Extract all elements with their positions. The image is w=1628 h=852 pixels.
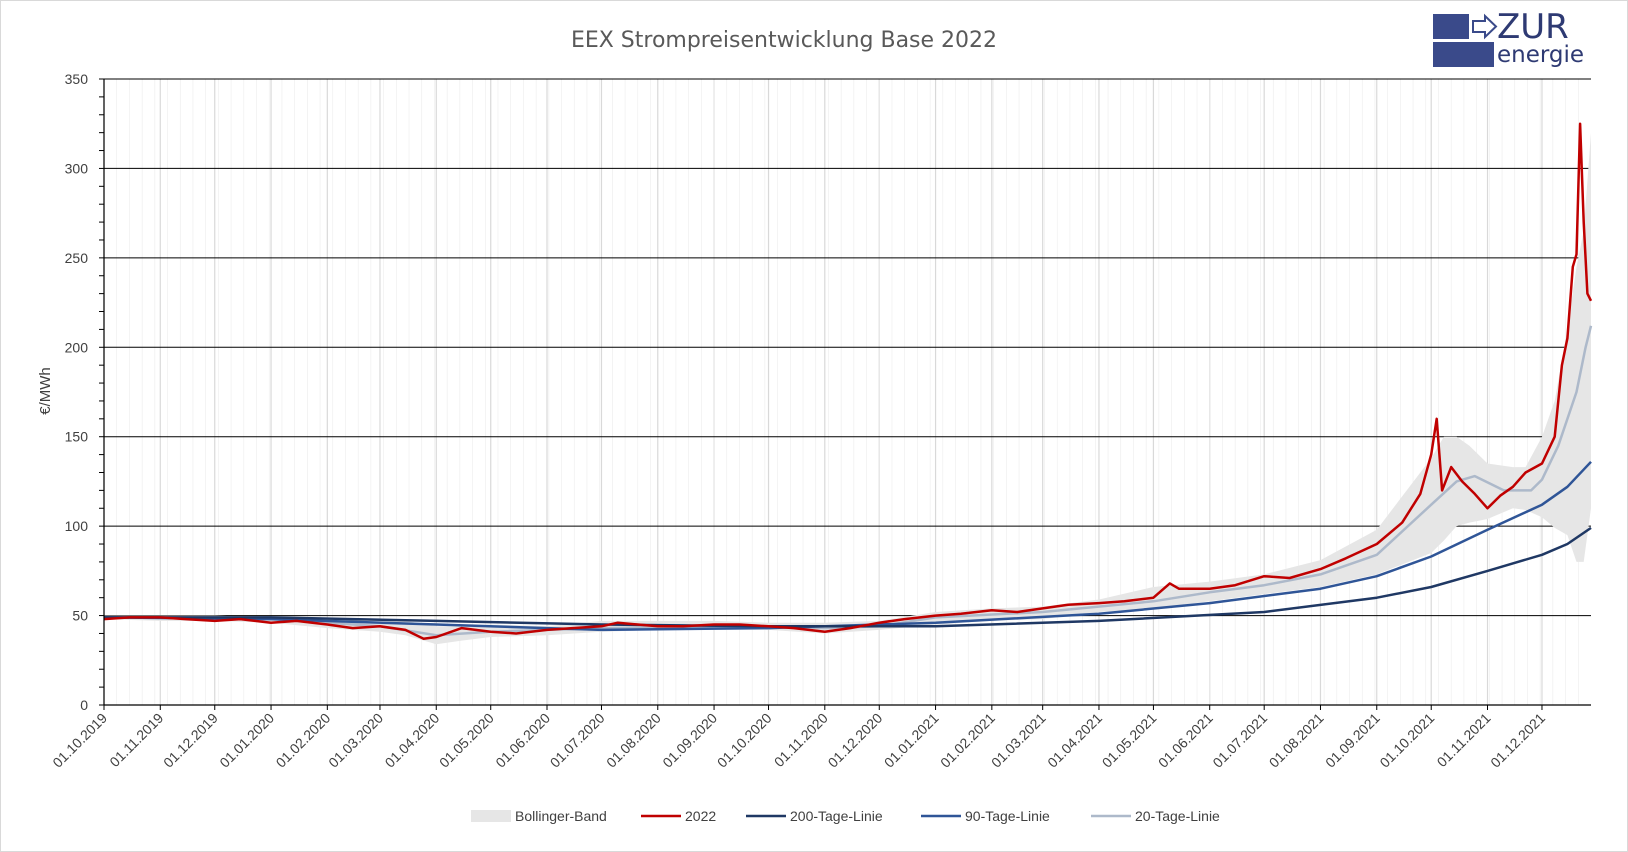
chart-title: EEX Strompreisentwicklung Base 2022	[571, 28, 997, 53]
y-tick-label: 200	[65, 339, 89, 355]
x-tick-label: 01.10.2019	[49, 710, 110, 771]
x-tick-label: 01.07.2021	[1209, 710, 1270, 771]
logo-block-bottom	[1433, 42, 1494, 67]
y-tick-label: 0	[80, 697, 88, 713]
arrow-icon	[1472, 13, 1498, 40]
legend-swatch	[471, 810, 511, 822]
x-tick-label: 01.08.2020	[603, 710, 664, 771]
y-tick-label: 150	[65, 429, 89, 445]
legend-item-90-tage-linie: 90-Tage-Linie	[921, 808, 1050, 824]
legend-item-2022: 2022	[641, 808, 716, 824]
x-tick-label: 01.04.2020	[382, 710, 443, 771]
x-tick-label: 01.03.2020	[325, 710, 386, 771]
legend-label: 200-Tage-Linie	[790, 808, 883, 824]
horizontal-grid	[104, 78, 1591, 617]
legend-item-20-tage-linie: 20-Tage-Linie	[1091, 808, 1220, 824]
series-line-2022	[103, 122, 1593, 641]
y-axis-label: €/MWh	[37, 367, 54, 415]
x-tick-label: 01.12.2021	[1487, 710, 1548, 771]
y-tick-label: 100	[65, 518, 89, 534]
series-line-200-tage-linie	[104, 526, 1592, 628]
x-tick-label: 01.06.2021	[1155, 710, 1216, 771]
x-tick-label: 01.05.2020	[436, 710, 497, 771]
series-layer	[103, 122, 1593, 641]
legend-item-bollinger-band: Bollinger-Band	[471, 808, 607, 824]
vertical-grid	[103, 79, 1579, 705]
logo-block-top	[1433, 14, 1469, 39]
y-tick-label: 50	[72, 608, 88, 624]
legend-label: 2022	[685, 808, 716, 824]
y-tick-label: 300	[65, 160, 89, 176]
legend-label: 90-Tage-Linie	[965, 808, 1050, 824]
x-tick-label: 01.02.2020	[273, 710, 334, 771]
x-tick-label: 01.07.2020	[547, 710, 608, 771]
x-tick-label: 01.12.2019	[160, 710, 221, 771]
x-tick-label: 01.01.2021	[881, 710, 942, 771]
chart-legend: Bollinger-Band 2022 200-Tage-Linie 90-Tage-…	[471, 808, 1220, 824]
series-line-20-tage-linie	[103, 325, 1593, 637]
x-tick-label: 01.09.2021	[1322, 710, 1383, 771]
logo-word-bottom: energie	[1497, 42, 1584, 68]
x-tick-label: 01.05.2021	[1099, 710, 1160, 771]
x-tick-label: 01.11.2020	[771, 710, 831, 770]
y-tick-label: 250	[65, 250, 89, 266]
x-tick-label: 01.09.2020	[659, 710, 720, 771]
axes-layer	[99, 78, 1591, 710]
legend-label: 20-Tage-Linie	[1135, 808, 1220, 824]
x-tick-label: 01.06.2020	[492, 710, 553, 771]
x-tick-label: 01.11.2019	[106, 710, 166, 770]
series-line-90-tage-linie	[103, 460, 1592, 632]
legend-item-200-tage-linie: 200-Tage-Linie	[746, 808, 883, 824]
x-tick-labels: 01.10.201901.11.201901.12.201901.01.2020…	[49, 710, 1548, 771]
logo-word-top: ZUR	[1497, 7, 1569, 47]
y-tick-label: 350	[65, 71, 89, 87]
x-tick-label: 01.04.2021	[1044, 710, 1105, 771]
x-tick-label: 01.03.2021	[988, 710, 1049, 771]
x-tick-label: 01.01.2020	[216, 710, 277, 771]
x-tick-label: 01.08.2021	[1266, 710, 1327, 771]
y-tick-labels: 0 50 100 150 200 250 300 350	[65, 71, 89, 713]
legend-label: Bollinger-Band	[515, 808, 607, 824]
x-tick-label: 01.10.2020	[714, 710, 775, 771]
x-tick-label: 01.10.2021	[1376, 710, 1437, 771]
x-tick-label: 01.12.2020	[825, 710, 886, 771]
zur-energie-logo: ZUR energie	[1433, 7, 1584, 68]
x-tick-label: 01.11.2021	[1434, 710, 1494, 770]
